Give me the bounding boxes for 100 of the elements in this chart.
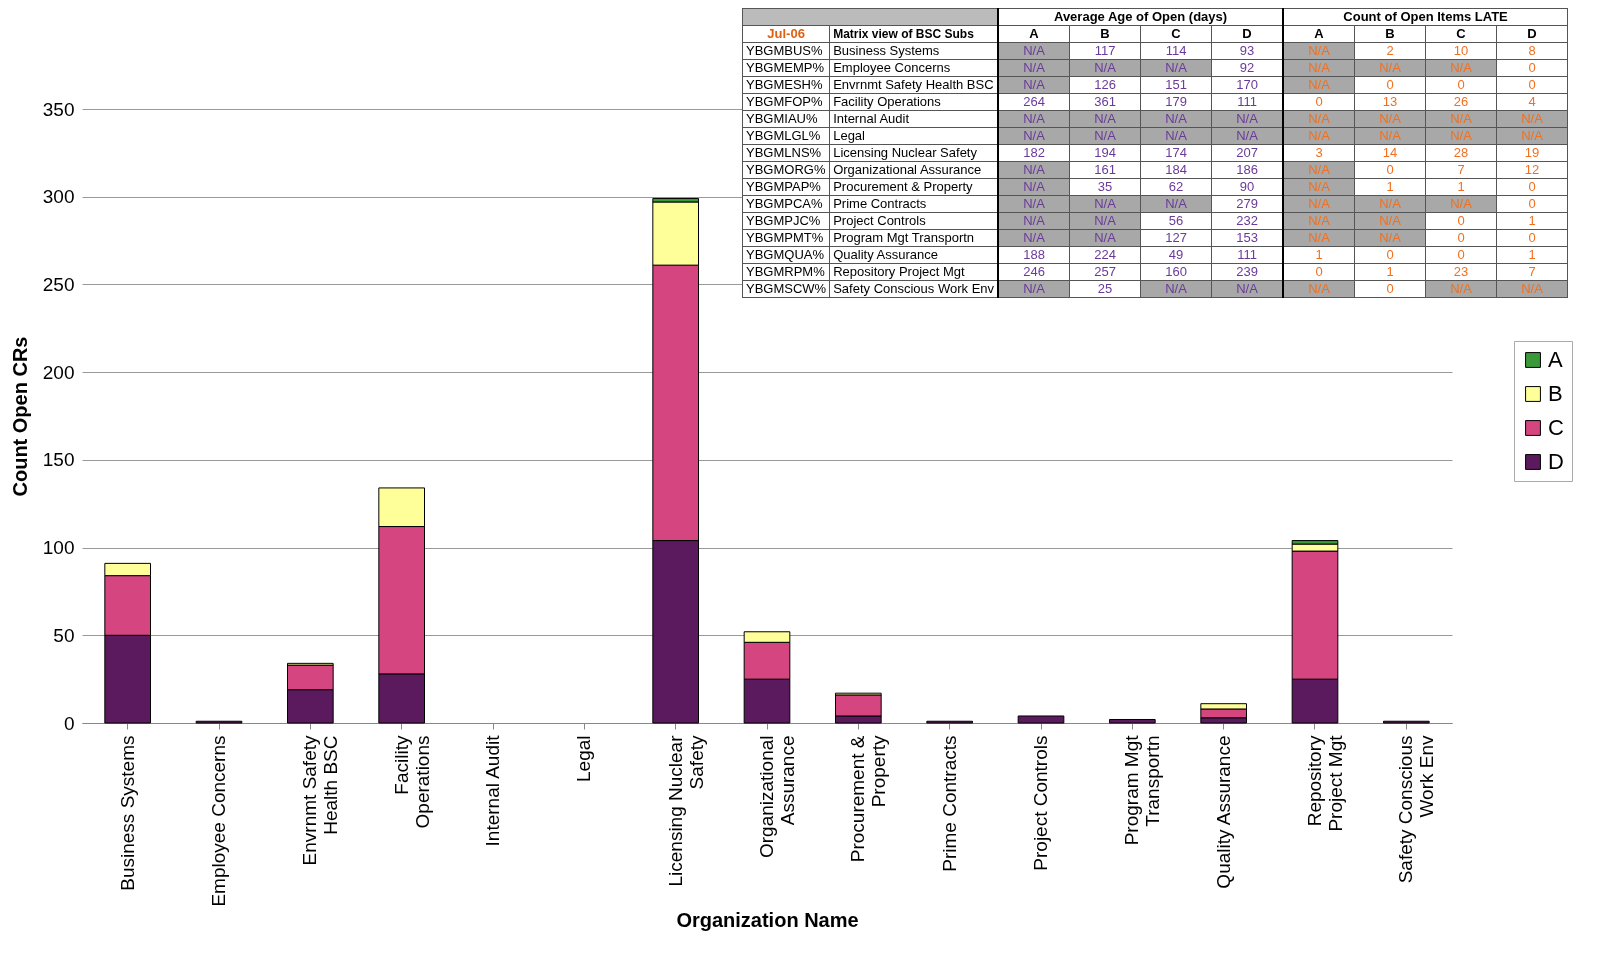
text: 161 — [1094, 162, 1116, 177]
text: N/A — [1308, 77, 1330, 92]
x-tick-label: Employee Concerns — [208, 735, 229, 907]
text: 14 — [1382, 145, 1398, 160]
text: 0 — [1528, 230, 1536, 245]
category-label: YBGMFOP% — [746, 94, 823, 109]
category-label: Safety Conscious Work Env — [833, 281, 995, 296]
text: 0 — [1315, 94, 1323, 109]
category-label: YBGMEMP% — [746, 60, 825, 75]
text: 49 — [1168, 247, 1184, 262]
text: N/A — [1023, 213, 1045, 228]
text: 174 — [1165, 145, 1187, 160]
x-tick-label: Safety Conscious Work Env — [1395, 735, 1438, 884]
text: N/A — [1308, 111, 1330, 126]
text: 92 — [1239, 60, 1255, 75]
category-label: A — [998, 25, 1070, 43]
x-tick-label: Business Systems — [116, 735, 138, 891]
text: 0 — [1457, 230, 1465, 245]
category-label: YBGMPMT% — [746, 230, 824, 245]
text: 0 — [1315, 264, 1323, 279]
text: 186 — [1236, 162, 1258, 177]
text: 1 — [1386, 179, 1394, 194]
text: N/A — [1023, 111, 1045, 126]
text: N/A — [1308, 60, 1330, 75]
category-label: YBGMORG% — [746, 162, 826, 177]
text: 0 — [1528, 196, 1536, 211]
x-tick-label: Internal Audit — [482, 734, 503, 847]
text: 207 — [1236, 145, 1258, 160]
category-label: Quality Assurance — [833, 247, 938, 262]
category-label: YBGMRPM% — [746, 264, 825, 279]
text: 170 — [1236, 77, 1258, 92]
category-label: YBGMIAU% — [746, 111, 818, 126]
y-tick-label: 50 — [53, 624, 75, 646]
text: N/A — [1308, 43, 1330, 58]
category-label: YBGMLGL% — [746, 128, 821, 143]
text: 1 — [1457, 179, 1465, 194]
text: 257 — [1094, 264, 1116, 279]
text: 1 — [1386, 264, 1394, 279]
text: 0 — [1457, 213, 1465, 228]
text: 1 — [1528, 213, 1536, 228]
text: 56 — [1168, 213, 1184, 228]
category-label: D — [1211, 25, 1284, 43]
x-tick-label: Facility Operations — [390, 735, 433, 829]
text: 25 — [1097, 281, 1113, 296]
legend-label: B — [1548, 381, 1563, 406]
category-label: Licensing Nuclear Safety — [833, 145, 977, 160]
x-tick-label: Quality Assurance — [1212, 735, 1234, 889]
x-tick-label: Project Controls — [1030, 735, 1051, 871]
text: 13 — [1382, 94, 1398, 109]
text: N/A — [1308, 281, 1330, 296]
text: N/A — [1236, 128, 1258, 143]
category-label: Prime Contracts — [833, 196, 927, 211]
text: Matrix view of BSC Subs — [829, 25, 999, 43]
text: N/A — [1521, 128, 1543, 143]
legend-label: A — [1548, 347, 1563, 372]
text: 7 — [1457, 162, 1465, 177]
y-tick-label: 150 — [42, 449, 75, 471]
x-axis-title: Organization Name — [676, 908, 859, 931]
category-label: Business Systems — [833, 43, 940, 58]
text: 1 — [1315, 247, 1323, 262]
text: 8 — [1528, 43, 1536, 58]
text: 0 — [1386, 247, 1394, 262]
text: Count of Open Items LATE — [1283, 8, 1568, 26]
text: 114 — [1165, 43, 1187, 58]
text: N/A — [1023, 77, 1045, 92]
text: N/A — [1521, 281, 1543, 296]
text: 26 — [1453, 94, 1469, 109]
text: 19 — [1524, 145, 1540, 160]
text: N/A — [1023, 281, 1045, 296]
category-label: C — [1140, 25, 1212, 43]
text: 179 — [1165, 94, 1187, 109]
text: 160 — [1165, 264, 1187, 279]
text: 279 — [1236, 196, 1258, 211]
text: 0 — [1528, 179, 1536, 194]
text: 3 — [1315, 145, 1323, 160]
category-label: B — [1354, 25, 1426, 43]
text: 232 — [1236, 213, 1258, 228]
text: N/A — [1379, 213, 1401, 228]
x-tick-label: Repository Project Mgt — [1304, 734, 1346, 832]
text: 2 — [1386, 43, 1394, 58]
text: N/A — [1450, 196, 1472, 211]
text: N/A — [1308, 179, 1330, 194]
text: 0 — [1528, 77, 1536, 92]
text: N/A — [1450, 281, 1472, 296]
category-label: A — [1283, 25, 1355, 43]
text: N/A — [1308, 230, 1330, 245]
y-tick-label: 350 — [42, 98, 75, 120]
category-label: Project Controls — [833, 213, 926, 228]
text: N/A — [1023, 196, 1045, 211]
category-label: YBGMESH% — [746, 77, 823, 92]
text: N/A — [1450, 128, 1472, 143]
x-tick-label: Licensing Nuclear Safety — [664, 734, 707, 887]
text: 126 — [1094, 77, 1116, 92]
category-label: YBGMPJC% — [746, 213, 821, 228]
text: Jul-06 — [742, 25, 830, 43]
x-tick-label: Prime Contracts — [938, 735, 960, 872]
x-tick-label: Procurement & Property — [847, 735, 890, 863]
text: N/A — [1308, 196, 1330, 211]
legend-label: C — [1548, 415, 1564, 440]
text: 12 — [1524, 162, 1540, 177]
